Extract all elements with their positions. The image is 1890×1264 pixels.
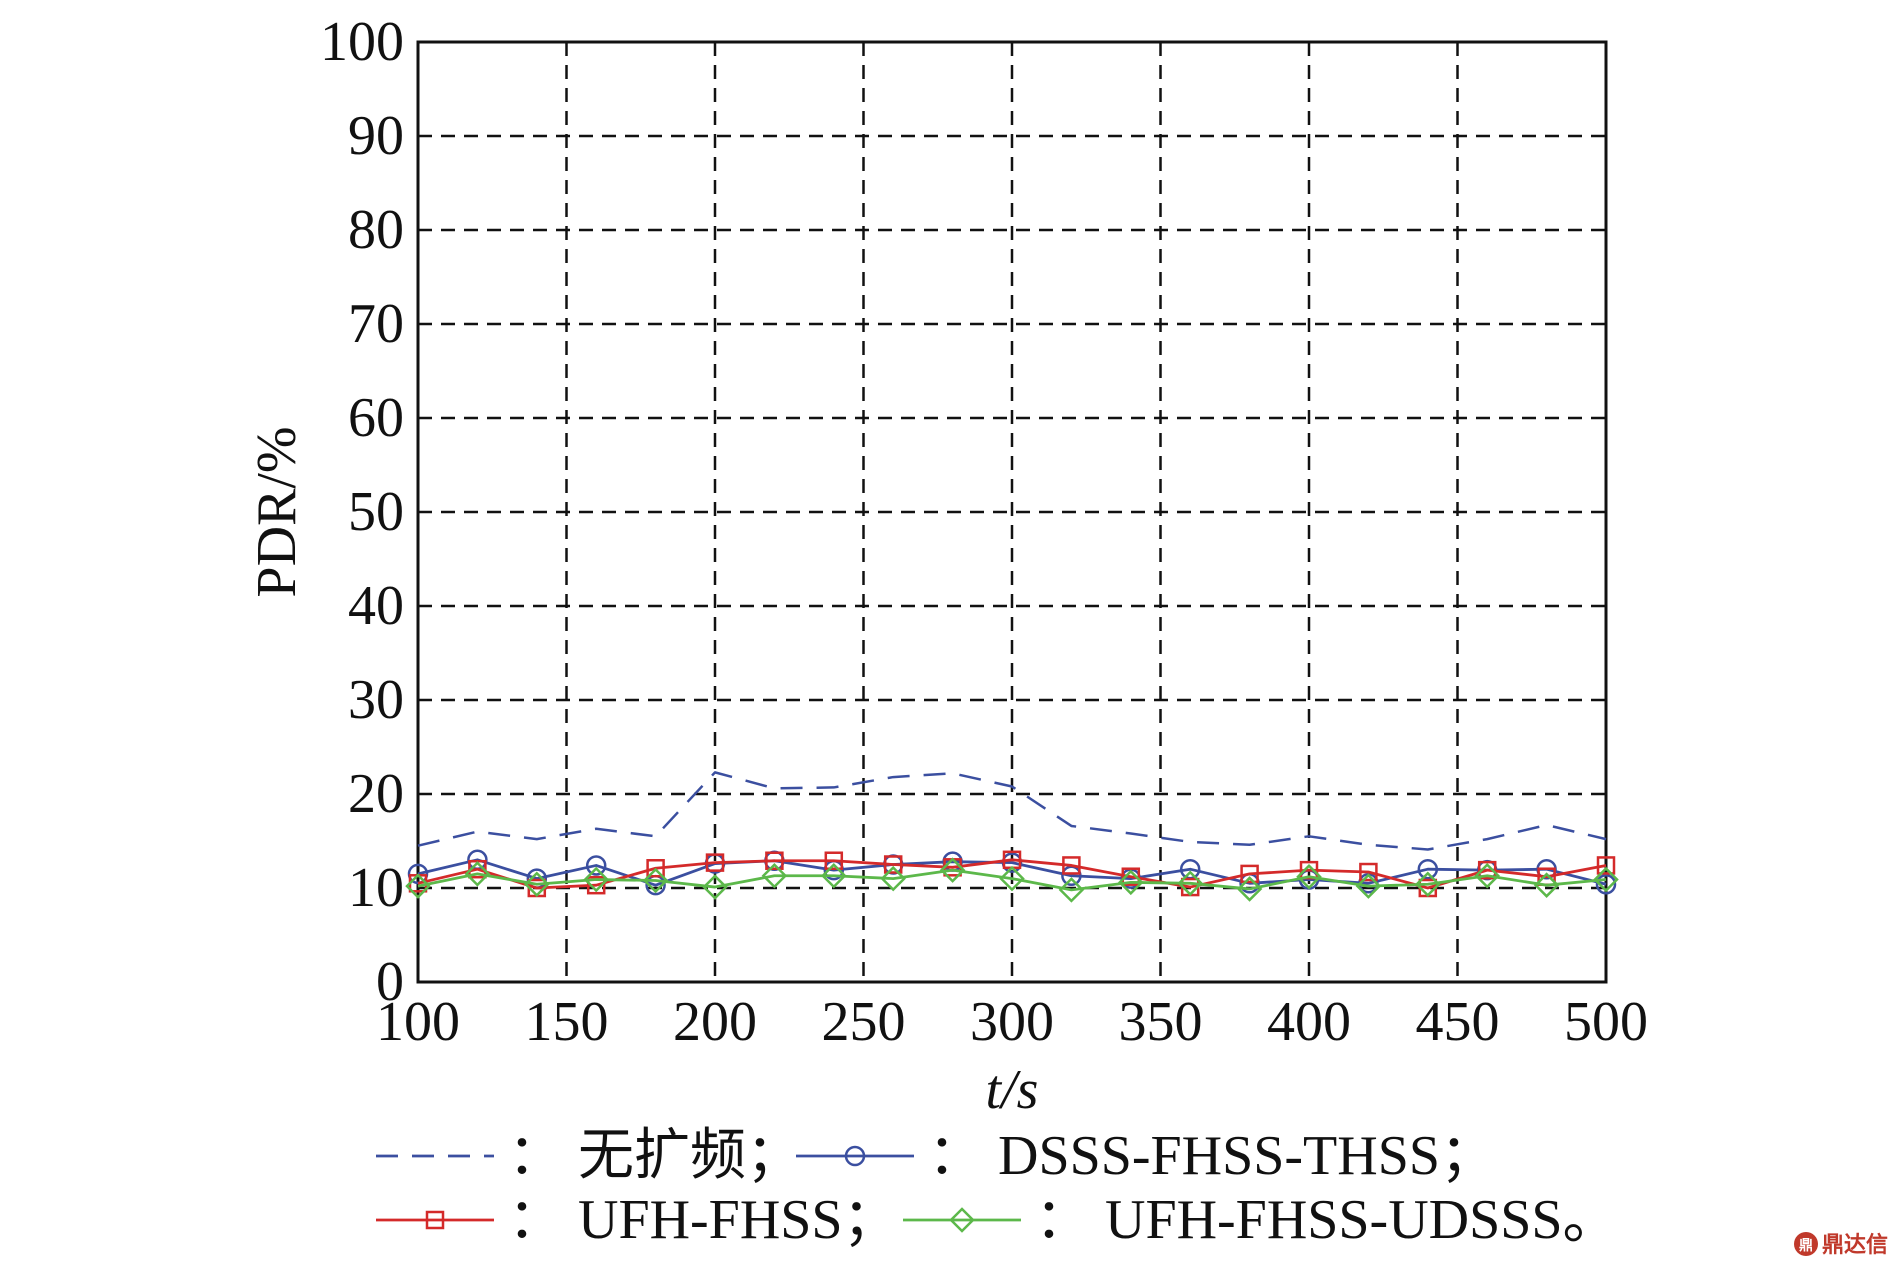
series-line (417, 771, 1607, 851)
data-point (586, 875, 606, 895)
data-point (939, 857, 966, 883)
y-tick-label: 30 (348, 669, 404, 731)
legend-label: ： UFH-FHSS-UDSSS。 (1035, 1189, 1619, 1251)
data-point (583, 866, 609, 893)
data-point (1359, 862, 1378, 882)
legend-marker (844, 1145, 866, 1167)
y-tick-labels: 0 10 20 30 40 50 60 70 80 90 100 (320, 11, 404, 1013)
data-point (761, 863, 788, 889)
y-tick-label: 100 (320, 11, 404, 73)
y-tick-label: 20 (348, 763, 404, 825)
legend-label: ： 无扩频； (508, 1125, 802, 1187)
data-point (1177, 870, 1203, 897)
y-tick-label: 70 (348, 293, 404, 355)
grid-lines (418, 42, 1606, 982)
data-point (524, 871, 550, 898)
y-tick-label: 0 (376, 951, 404, 1013)
svg-text:鼎: 鼎 (1799, 1237, 1813, 1254)
data-point (1058, 877, 1085, 903)
y-tick-label: 40 (348, 575, 404, 637)
x-axis-label: t/s (986, 1059, 1039, 1121)
series-0 (417, 771, 1607, 851)
legend-item: ： UFH-FHSS-UDSSS。 (903, 1189, 1619, 1251)
data-point (1533, 872, 1560, 898)
y-tick-label: 60 (348, 387, 404, 449)
data-point (1595, 873, 1617, 895)
data-point (642, 867, 669, 894)
legend-marker (425, 1210, 445, 1230)
y-tick-label: 10 (348, 857, 404, 919)
data-point (705, 853, 725, 872)
data-point (1415, 871, 1441, 898)
legend-marker (949, 1207, 975, 1233)
series-layer (405, 771, 1619, 903)
data-point (1474, 863, 1500, 889)
data-point (883, 855, 903, 874)
data-point (765, 851, 784, 870)
x-tick-label: 250 (822, 991, 906, 1053)
data-point (1296, 863, 1322, 890)
x-tick-label: 300 (970, 991, 1054, 1053)
data-point (1593, 866, 1619, 893)
data-point (821, 863, 847, 889)
series-line (417, 868, 1607, 892)
data-point (1118, 869, 1144, 896)
x-tick-label: 500 (1564, 991, 1648, 1053)
data-point (464, 861, 491, 887)
data-point (646, 859, 665, 878)
x-tick-label: 450 (1416, 991, 1500, 1053)
y-tick-label: 90 (348, 105, 404, 167)
series-3 (405, 857, 1619, 903)
plot-frame (416, 40, 1608, 984)
x-tick-label: 100 (376, 991, 460, 1053)
legend-item: ： UFH-FHSS； (376, 1189, 899, 1251)
y-axis-label: PDR/% (246, 426, 308, 597)
x-tick-label: 400 (1267, 991, 1351, 1053)
y-tick-label: 50 (348, 481, 404, 543)
watermark-logo: 鼎 鼎达信 (1794, 1232, 1888, 1258)
data-point (1477, 860, 1497, 880)
data-point (1062, 856, 1081, 875)
data-point (999, 865, 1025, 892)
data-point (1121, 867, 1141, 886)
watermark-text: 鼎达信 (1822, 1232, 1888, 1258)
data-point (1236, 876, 1263, 902)
series-line (417, 858, 1607, 887)
legend: ： 无扩频； ： DSSS-FHSS-THSS； ： UFH-FHSS； ： UFH-… (376, 1125, 1619, 1251)
data-point (1355, 873, 1382, 899)
data-point (824, 851, 844, 870)
legend-label: ： UFH-FHSS； (508, 1189, 899, 1251)
y-tick-label: 80 (348, 199, 404, 261)
legend-item: ： DSSS-FHSS-THSS； (796, 1125, 1496, 1187)
data-point (702, 874, 728, 900)
data-point (1596, 856, 1616, 875)
data-point (880, 865, 906, 892)
data-point (1240, 864, 1259, 884)
data-point (585, 855, 607, 876)
data-point (405, 873, 431, 899)
legend-item: ： 无扩频； (376, 1125, 802, 1187)
x-tick-label: 350 (1119, 991, 1203, 1053)
legend-label: ： DSSS-FHSS-THSS； (928, 1125, 1496, 1187)
data-point (1417, 858, 1439, 880)
x-tick-label: 150 (525, 991, 609, 1053)
x-tick-labels: 100 150 200 250 300 350 400 450 500 (376, 991, 1648, 1053)
x-tick-label: 200 (673, 991, 757, 1053)
